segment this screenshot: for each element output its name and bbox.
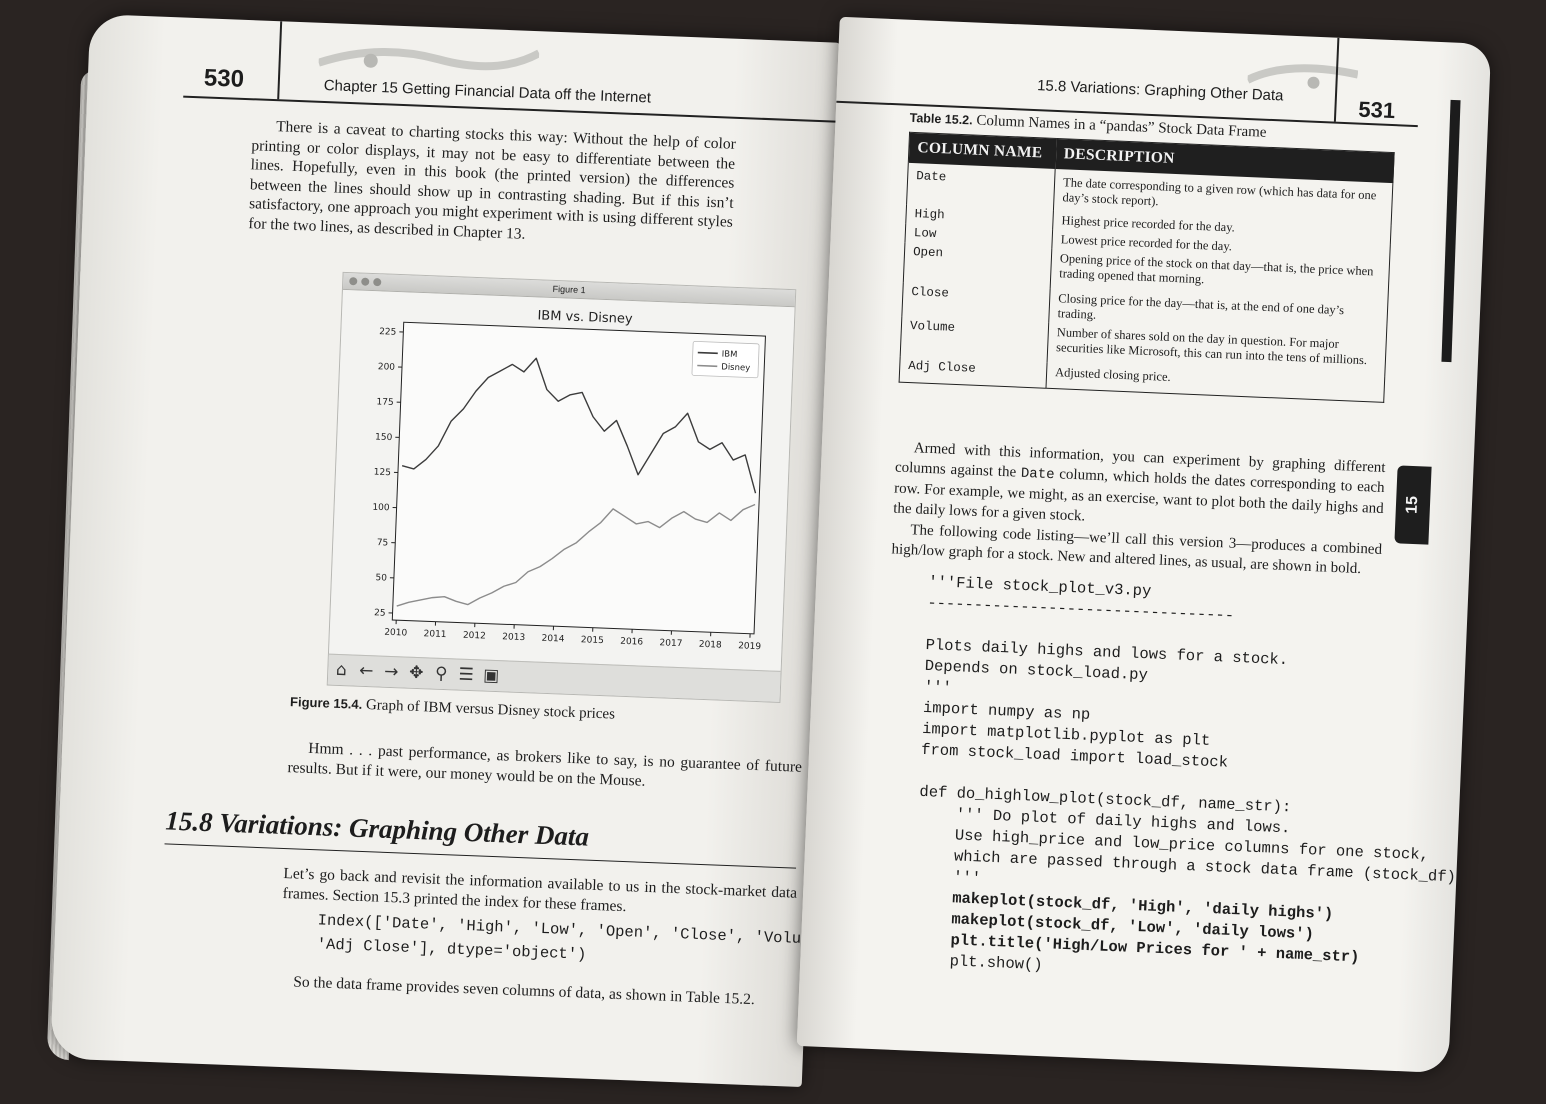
paragraph-1-code: Date <box>1020 465 1055 484</box>
zoom-icon[interactable]: ⚲ <box>434 663 448 685</box>
x-tick-label: 2015 <box>581 635 604 646</box>
left-page: 530 Chapter 15 Getting Financial Data of… <box>50 13 842 1088</box>
configure-subplots-icon[interactable]: ☰ <box>458 664 475 686</box>
y-tick-label: 125 <box>374 468 392 479</box>
legend-swatch <box>697 364 718 368</box>
right-page: 15.8 Variations: Graphing Other Data 531… <box>796 16 1492 1074</box>
table-cell-name: Date <box>906 162 1056 211</box>
plot-area <box>391 321 766 635</box>
figure-caption-text: Graph of IBM versus Disney stock prices <box>365 697 616 723</box>
left-header: 530 Chapter 15 Getting Financial Data of… <box>87 14 842 133</box>
closing-paragraph: So the data frame provides seven columns… <box>292 973 756 1009</box>
x-tick-label: 2013 <box>502 632 525 643</box>
stock-chart: IBM vs. Disney 25 50 75 100 125 150 175 200 225 20… <box>328 289 795 671</box>
save-icon[interactable]: ▣ <box>482 665 500 687</box>
y-tick-label: 200 <box>378 362 396 373</box>
code-line: ''' <box>923 677 953 698</box>
pan-icon[interactable]: ✥ <box>408 662 424 684</box>
after-figure-paragraph: Hmm . . . past performance, as brokers l… <box>287 739 803 790</box>
home-icon[interactable]: ⌂ <box>335 659 348 681</box>
chart-title: IBM vs. Disney <box>537 308 633 327</box>
x-tick-label: 2010 <box>384 628 408 639</box>
page-number: 531 <box>1357 96 1396 124</box>
legend-label: Disney <box>721 362 750 373</box>
code-line: plt.show() <box>912 950 1043 975</box>
table-label: Table 15.2. <box>909 110 973 128</box>
x-tick-label: 2012 <box>463 631 486 642</box>
page-number: 530 <box>203 64 245 93</box>
x-tick-label: 2017 <box>659 638 682 649</box>
code-line: --------------------------------- <box>927 593 1235 625</box>
y-tick-label: 75 <box>377 538 389 548</box>
x-tick-label: 2016 <box>620 637 644 648</box>
x-tick-label: 2011 <box>423 629 446 640</box>
table-cell-name: Open <box>903 242 1052 289</box>
minimize-dot-icon[interactable] <box>361 277 370 286</box>
intro-paragraph: There is a caveat to charting stocks thi… <box>248 118 737 243</box>
chapter-tab: 15 <box>1394 465 1432 545</box>
y-tick-label: 150 <box>375 432 393 443</box>
header-divider <box>277 21 282 100</box>
legend-box <box>691 341 760 379</box>
series-line-disney <box>396 503 756 607</box>
swoosh-ornament <box>318 48 540 71</box>
column-names-table: COLUMN NAME DESCRIPTION Date The date cor… <box>898 131 1395 403</box>
table-cell-name: Volume <box>900 316 1049 363</box>
y-tick-label: 100 <box>372 503 390 514</box>
code-line: 'Adj Close'], dtype='object') <box>316 935 587 964</box>
table-cell-name: Adj Close <box>899 356 1048 389</box>
figure-caption: Figure 15.4. Graph of IBM versus Disney … <box>289 694 616 723</box>
figure-label: Figure 15.4. <box>289 694 363 712</box>
series-line-ibm <box>401 357 757 494</box>
legend-label: IBM <box>722 349 738 360</box>
y-tick-label: 175 <box>376 397 394 408</box>
zoom-dot-icon[interactable] <box>373 278 382 287</box>
back-arrow-icon[interactable]: ← <box>358 660 374 682</box>
right-header: 15.8 Variations: Graphing Other Data 531 <box>836 17 1491 134</box>
legend-swatch <box>697 351 718 355</box>
close-dot-icon[interactable] <box>349 277 358 286</box>
x-tick-label: 2019 <box>738 641 762 652</box>
figure-window-title: Figure 1 <box>552 283 586 296</box>
matplotlib-figure-window: Figure 1 IBM vs. Disney 25 50 75 100 125 150 17… <box>326 271 797 703</box>
x-tick-label: 2018 <box>699 640 723 651</box>
y-tick-label: 50 <box>375 573 387 583</box>
chapter-tab-label: 15 <box>1403 495 1422 515</box>
x-tick-label: 2014 <box>541 634 565 645</box>
y-tick-label: 25 <box>374 608 386 618</box>
forward-arrow-icon[interactable]: → <box>383 661 399 683</box>
code-line: ''' <box>915 866 982 888</box>
y-tick-label: 225 <box>379 327 397 338</box>
swoosh-ornament <box>1247 64 1359 89</box>
